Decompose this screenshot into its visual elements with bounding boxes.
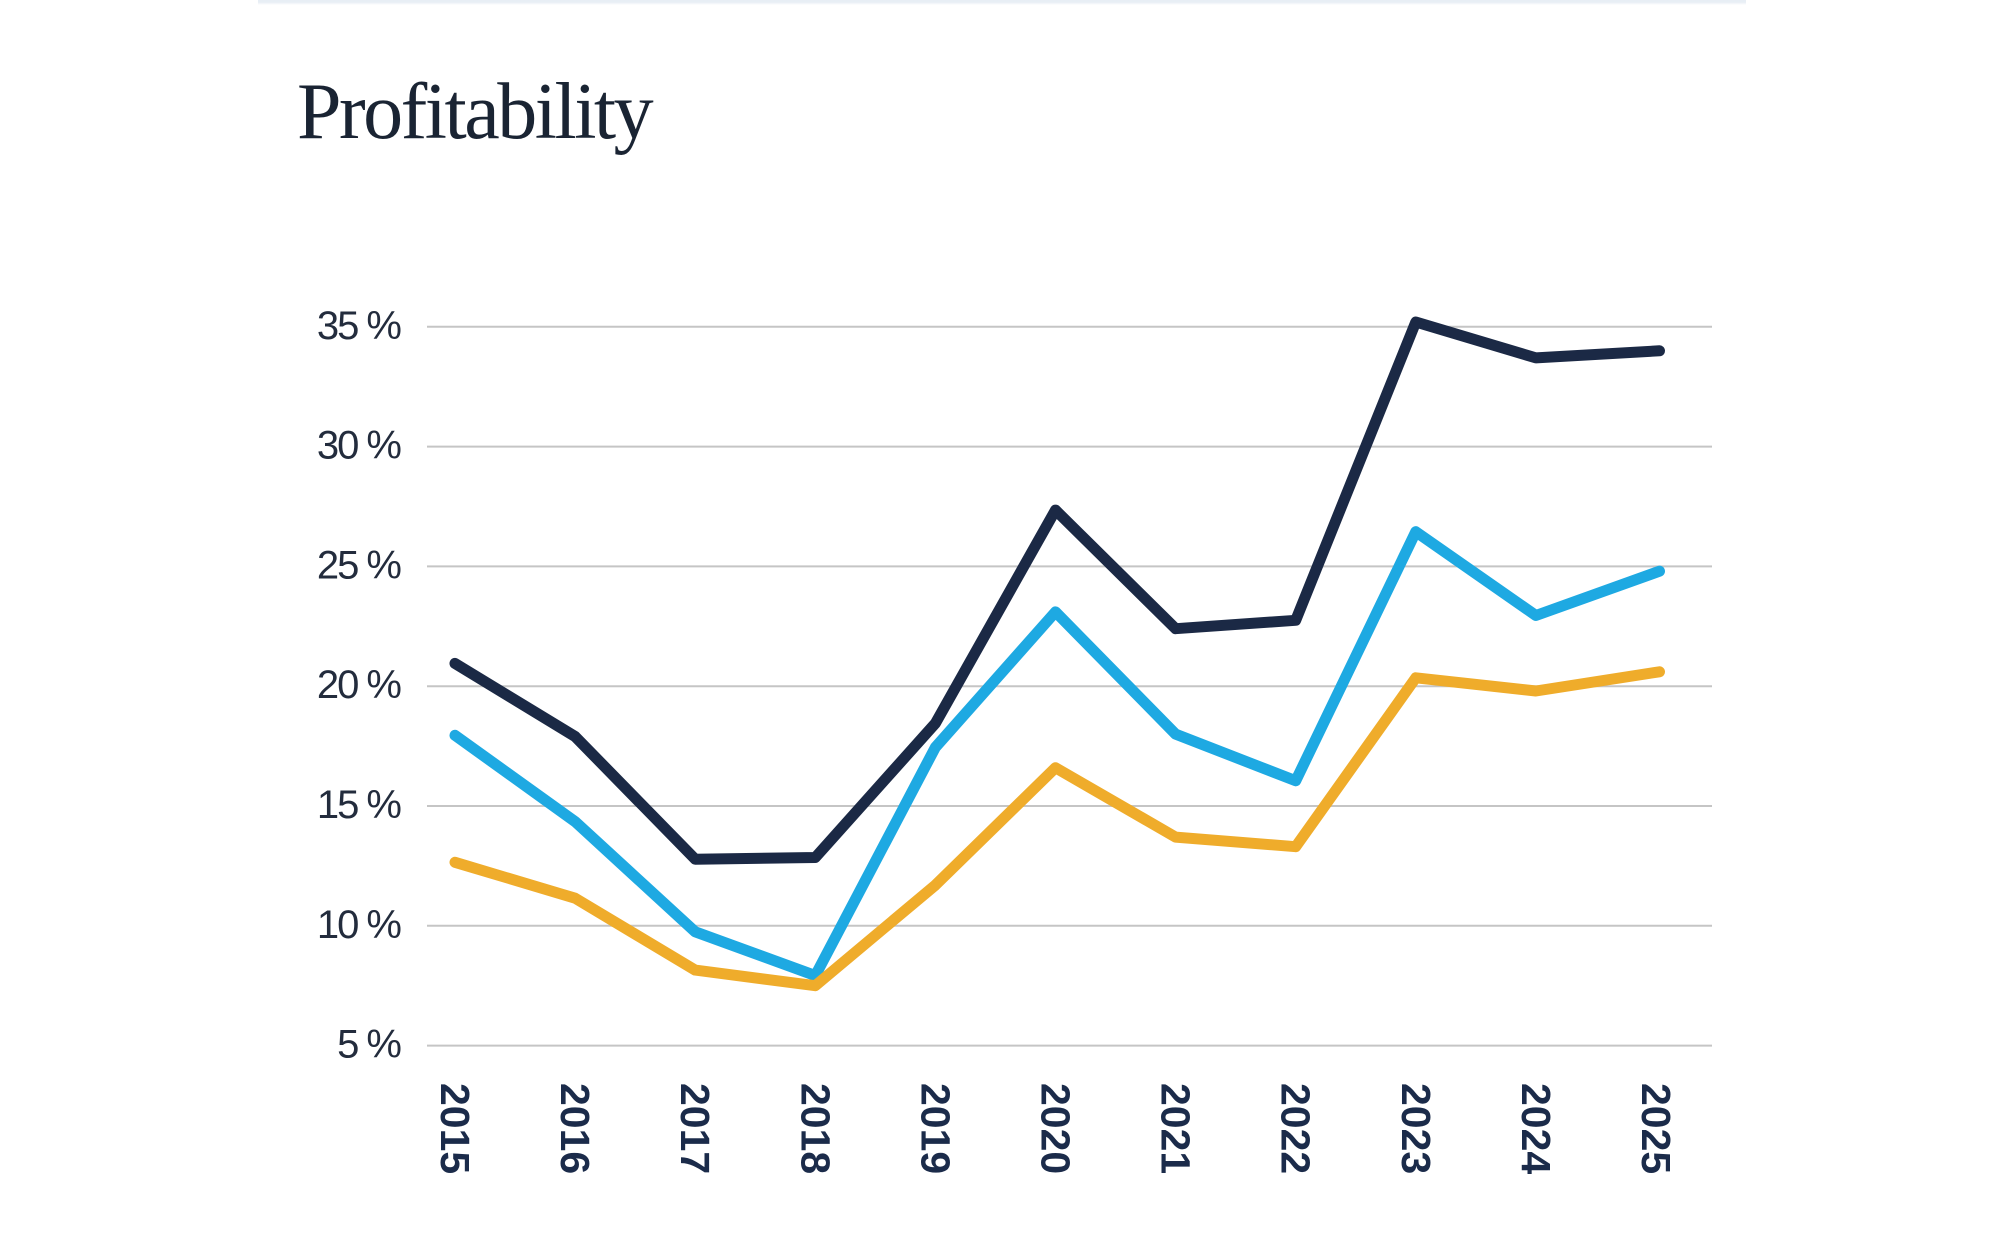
svg-text:15 %: 15 % [317, 783, 402, 827]
svg-text:2018: 2018 [792, 1083, 838, 1174]
svg-text:2021: 2021 [1153, 1083, 1199, 1174]
svg-text:2020: 2020 [1033, 1083, 1079, 1174]
svg-text:2023: 2023 [1393, 1083, 1439, 1174]
svg-text:25 %: 25 % [317, 543, 402, 587]
svg-text:2022: 2022 [1273, 1083, 1319, 1174]
svg-text:2019: 2019 [912, 1083, 958, 1174]
svg-text:2015: 2015 [432, 1083, 478, 1174]
svg-text:10 %: 10 % [317, 903, 402, 947]
svg-text:35 %: 35 % [317, 304, 402, 348]
svg-text:20 %: 20 % [317, 663, 402, 707]
svg-text:2024: 2024 [1513, 1083, 1559, 1174]
svg-text:2016: 2016 [552, 1083, 598, 1174]
svg-text:30 %: 30 % [317, 424, 402, 468]
svg-text:2017: 2017 [672, 1083, 718, 1174]
svg-text:2025: 2025 [1633, 1083, 1679, 1174]
svg-text:5 %: 5 % [337, 1023, 401, 1067]
